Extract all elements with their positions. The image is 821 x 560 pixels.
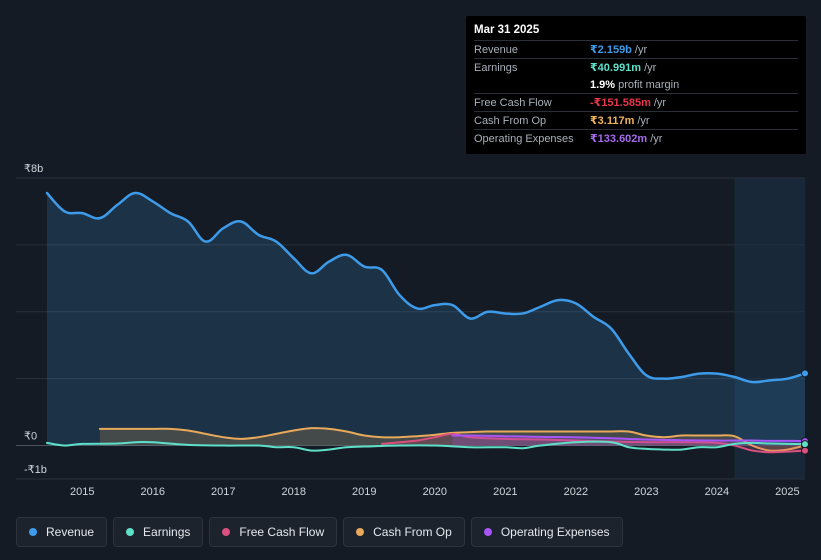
series-layer <box>45 191 807 454</box>
legend-item-earnings[interactable]: Earnings <box>113 517 204 547</box>
legend-item-revenue[interactable]: Revenue <box>16 517 108 547</box>
legend-label: Operating Expenses <box>500 525 610 539</box>
legend-dot-icon <box>29 528 37 536</box>
series-endpoint-free-cash-flow <box>801 446 809 455</box>
tooltip-label: Operating Expenses <box>474 132 574 145</box>
tooltip-unit: profit margin <box>618 78 680 91</box>
series-line-revenue <box>45 191 807 384</box>
legend: Revenue Earnings Free Cash Flow Cash Fro… <box>16 517 623 549</box>
series-area-cash-from-op <box>99 428 805 451</box>
legend-item-free-cash-flow[interactable]: Free Cash Flow <box>209 517 338 547</box>
tooltip-value: ₹3.117m <box>590 115 635 127</box>
x-tick-label: 2017 <box>211 486 235 498</box>
legend-dot-icon <box>356 528 365 536</box>
tooltip-unit: /yr <box>653 96 667 109</box>
x-tick-label: 2018 <box>282 486 306 498</box>
x-tick-label: 2020 <box>423 486 447 498</box>
series-line-cash-from-op <box>98 427 806 452</box>
tooltip-row-operating-expenses: Operating Expenses ₹133.602m /yr <box>474 129 798 147</box>
legend-dot-icon <box>483 528 492 536</box>
tooltip-row-revenue: Revenue ₹2.159b /yr <box>474 40 798 58</box>
legend-label: Revenue <box>46 525 95 539</box>
tooltip-unit: /yr <box>634 43 648 56</box>
tooltip-label: Earnings <box>474 61 518 74</box>
series-area-operating-expenses <box>452 435 805 446</box>
tooltip-date: Mar 31 2025 <box>474 24 540 36</box>
x-tick-label: 2025 <box>775 486 799 498</box>
tooltip-label: Revenue <box>474 43 519 56</box>
series-endpoint-revenue <box>801 369 809 378</box>
series-area-revenue <box>47 193 805 446</box>
x-axis: 2015 2016 2017 2018 2019 2020 2021 2022 2023 2024… <box>70 486 800 498</box>
tooltip-value: ₹133.602m <box>590 133 648 145</box>
tooltip-value: ₹2.159b <box>590 44 632 56</box>
legend-item-operating-expenses[interactable]: Operating Expenses <box>470 517 623 547</box>
tooltip-unit: /yr <box>637 114 650 127</box>
x-tick-label: 2019 <box>352 486 376 498</box>
x-tick-label: 2023 <box>634 486 658 498</box>
tooltip-label: Cash From Op <box>474 114 547 127</box>
legend-label: Cash From Op <box>373 525 452 539</box>
tooltip-unit: /yr <box>650 132 663 145</box>
tooltip-row-free-cash-flow: Free Cash Flow -₹151.585m /yr <box>474 93 798 111</box>
series-endpoint-earnings <box>801 440 809 449</box>
tooltip-label: Free Cash Flow <box>474 96 552 109</box>
legend-label: Free Cash Flow <box>239 525 325 539</box>
x-tick-label: 2015 <box>70 486 94 498</box>
x-tick-label: 2022 <box>564 486 588 498</box>
y-tick-label: -₹1b <box>24 464 47 476</box>
y-tick-label: ₹8b <box>24 163 43 175</box>
tooltip-row-cash-from-op: Cash From Op ₹3.117m /yr <box>474 111 798 129</box>
series-line-operating-expenses <box>451 434 806 443</box>
series-endpoints <box>801 369 809 455</box>
tooltip-value: ₹40.991m <box>590 62 642 74</box>
tooltip-row-earnings: Earnings ₹40.991m /yr <box>474 58 798 76</box>
legend-item-cash-from-op[interactable]: Cash From Op <box>343 517 465 547</box>
x-tick-label: 2021 <box>493 486 517 498</box>
y-tick-label: ₹0 <box>24 431 37 443</box>
tooltip-value: -₹151.585m <box>590 97 651 109</box>
x-tick-label: 2016 <box>141 486 165 498</box>
legend-dot-icon <box>126 528 135 536</box>
tooltip-panel: Mar 31 2025 Revenue ₹2.159b /yr Earnings… <box>466 16 806 154</box>
series-line-earnings <box>46 440 806 452</box>
tooltip-value: 1.9% <box>590 78 616 91</box>
legend-label: Earnings <box>143 525 191 539</box>
forecast-highlight-band <box>734 178 805 479</box>
y-axis: ₹8b ₹0 -₹1b <box>24 163 47 476</box>
legend-dot-icon <box>222 528 231 536</box>
tooltip-unit: /yr <box>644 61 657 74</box>
tooltip-row-profit-margin: 1.9% profit margin <box>474 76 798 93</box>
x-tick-label: 2024 <box>705 486 729 498</box>
